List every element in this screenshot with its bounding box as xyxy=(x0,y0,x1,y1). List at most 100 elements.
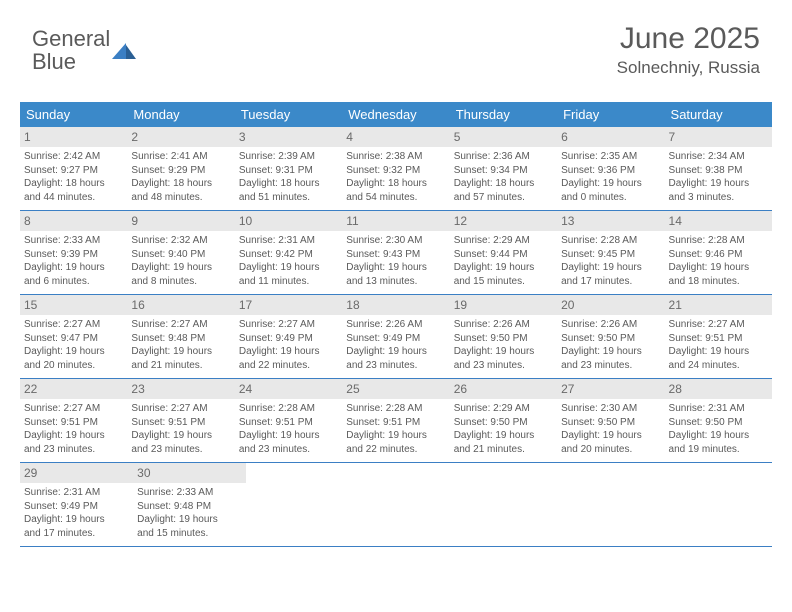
empty-cell xyxy=(246,463,351,546)
sunrise-line: Sunrise: 2:30 AM xyxy=(561,402,660,416)
sunrise-line: Sunrise: 2:28 AM xyxy=(239,402,338,416)
daylight-line-2: and 13 minutes. xyxy=(346,275,445,289)
sunset-line: Sunset: 9:45 PM xyxy=(561,248,660,262)
daylight-line-2: and 17 minutes. xyxy=(561,275,660,289)
daylight-line-2: and 57 minutes. xyxy=(454,191,553,205)
daylight-line-1: Daylight: 19 hours xyxy=(454,261,553,275)
sunset-line: Sunset: 9:38 PM xyxy=(669,164,768,178)
weekday-header-row: SundayMondayTuesdayWednesdayThursdayFrid… xyxy=(20,102,772,127)
logo-text-part2: Blue xyxy=(32,49,76,74)
daylight-line-2: and 23 minutes. xyxy=(561,359,660,373)
daylight-line-2: and 51 minutes. xyxy=(239,191,338,205)
sunset-line: Sunset: 9:51 PM xyxy=(24,416,123,430)
sunrise-line: Sunrise: 2:28 AM xyxy=(346,402,445,416)
day-cell: 1Sunrise: 2:42 AMSunset: 9:27 PMDaylight… xyxy=(20,127,127,210)
day-number: 30 xyxy=(133,463,246,483)
daylight-line-2: and 6 minutes. xyxy=(24,275,123,289)
sunrise-line: Sunrise: 2:31 AM xyxy=(239,234,338,248)
day-cell: 21Sunrise: 2:27 AMSunset: 9:51 PMDayligh… xyxy=(665,295,772,378)
day-number: 12 xyxy=(450,211,557,231)
day-cell: 10Sunrise: 2:31 AMSunset: 9:42 PMDayligh… xyxy=(235,211,342,294)
daylight-line-1: Daylight: 19 hours xyxy=(239,345,338,359)
day-number: 1 xyxy=(20,127,127,147)
day-cell: 25Sunrise: 2:28 AMSunset: 9:51 PMDayligh… xyxy=(342,379,449,462)
day-number: 6 xyxy=(557,127,664,147)
header: June 2025 Solnechniy, Russia xyxy=(617,22,760,78)
daylight-line-2: and 23 minutes. xyxy=(454,359,553,373)
sunrise-line: Sunrise: 2:29 AM xyxy=(454,234,553,248)
day-cell: 13Sunrise: 2:28 AMSunset: 9:45 PMDayligh… xyxy=(557,211,664,294)
sunset-line: Sunset: 9:48 PM xyxy=(131,332,230,346)
week-row: 22Sunrise: 2:27 AMSunset: 9:51 PMDayligh… xyxy=(20,379,772,463)
daylight-line-1: Daylight: 19 hours xyxy=(561,345,660,359)
weekday-thursday: Thursday xyxy=(450,102,557,127)
daylight-line-1: Daylight: 18 hours xyxy=(131,177,230,191)
weekday-sunday: Sunday xyxy=(20,102,127,127)
day-cell: 26Sunrise: 2:29 AMSunset: 9:50 PMDayligh… xyxy=(450,379,557,462)
sunrise-line: Sunrise: 2:34 AM xyxy=(669,150,768,164)
day-cell: 30Sunrise: 2:33 AMSunset: 9:48 PMDayligh… xyxy=(133,463,246,546)
daylight-line-1: Daylight: 19 hours xyxy=(454,429,553,443)
sunrise-line: Sunrise: 2:27 AM xyxy=(239,318,338,332)
day-cell: 6 Sunrise: 2:35 AMSunset: 9:36 PMDaylight… xyxy=(557,127,664,210)
sunset-line: Sunset: 9:50 PM xyxy=(454,332,553,346)
daylight-line-2: and 23 minutes. xyxy=(131,443,230,457)
day-cell: 12Sunrise: 2:29 AMSunset: 9:44 PMDayligh… xyxy=(450,211,557,294)
sunrise-line: Sunrise: 2:27 AM xyxy=(24,402,123,416)
location-label: Solnechniy, Russia xyxy=(617,58,760,78)
daylight-line-2: and 20 minutes. xyxy=(24,359,123,373)
day-cell: 20Sunrise: 2:26 AMSunset: 9:50 PMDayligh… xyxy=(557,295,664,378)
logo: General Blue xyxy=(32,28,136,74)
day-number: 7 xyxy=(665,127,772,147)
sunrise-line: Sunrise: 2:39 AM xyxy=(239,150,338,164)
day-number: 24 xyxy=(235,379,342,399)
day-cell: 24Sunrise: 2:28 AMSunset: 9:51 PMDayligh… xyxy=(235,379,342,462)
day-cell: 14Sunrise: 2:28 AMSunset: 9:46 PMDayligh… xyxy=(665,211,772,294)
sunrise-line: Sunrise: 2:42 AM xyxy=(24,150,123,164)
empty-cell xyxy=(562,463,667,546)
month-title: June 2025 xyxy=(617,22,760,56)
sunset-line: Sunset: 9:50 PM xyxy=(561,332,660,346)
day-cell: 11Sunrise: 2:30 AMSunset: 9:43 PMDayligh… xyxy=(342,211,449,294)
day-number: 18 xyxy=(342,295,449,315)
daylight-line-1: Daylight: 19 hours xyxy=(24,513,129,527)
sunrise-line: Sunrise: 2:33 AM xyxy=(24,234,123,248)
daylight-line-2: and 0 minutes. xyxy=(561,191,660,205)
sunset-line: Sunset: 9:46 PM xyxy=(669,248,768,262)
day-cell: 28Sunrise: 2:31 AMSunset: 9:50 PMDayligh… xyxy=(665,379,772,462)
daylight-line-1: Daylight: 19 hours xyxy=(561,177,660,191)
sunrise-line: Sunrise: 2:35 AM xyxy=(561,150,660,164)
daylight-line-1: Daylight: 19 hours xyxy=(561,261,660,275)
sunset-line: Sunset: 9:49 PM xyxy=(346,332,445,346)
sunset-line: Sunset: 9:36 PM xyxy=(561,164,660,178)
daylight-line-2: and 15 minutes. xyxy=(137,527,242,541)
sunrise-line: Sunrise: 2:28 AM xyxy=(561,234,660,248)
daylight-line-1: Daylight: 19 hours xyxy=(669,345,768,359)
sunset-line: Sunset: 9:34 PM xyxy=(454,164,553,178)
sunset-line: Sunset: 9:50 PM xyxy=(669,416,768,430)
day-number: 29 xyxy=(20,463,133,483)
day-number: 19 xyxy=(450,295,557,315)
daylight-line-2: and 18 minutes. xyxy=(669,275,768,289)
day-number: 25 xyxy=(342,379,449,399)
sunrise-line: Sunrise: 2:26 AM xyxy=(454,318,553,332)
day-cell: 5Sunrise: 2:36 AMSunset: 9:34 PMDaylight… xyxy=(450,127,557,210)
daylight-line-2: and 23 minutes. xyxy=(346,359,445,373)
sunset-line: Sunset: 9:39 PM xyxy=(24,248,123,262)
daylight-line-2: and 44 minutes. xyxy=(24,191,123,205)
daylight-line-2: and 17 minutes. xyxy=(24,527,129,541)
day-cell: 9Sunrise: 2:32 AMSunset: 9:40 PMDaylight… xyxy=(127,211,234,294)
sunset-line: Sunset: 9:48 PM xyxy=(137,500,242,514)
sunset-line: Sunset: 9:49 PM xyxy=(239,332,338,346)
daylight-line-2: and 20 minutes. xyxy=(561,443,660,457)
day-number: 8 xyxy=(20,211,127,231)
daylight-line-2: and 22 minutes. xyxy=(346,443,445,457)
sunrise-line: Sunrise: 2:27 AM xyxy=(131,318,230,332)
sunset-line: Sunset: 9:47 PM xyxy=(24,332,123,346)
day-number: 15 xyxy=(20,295,127,315)
day-number: 11 xyxy=(342,211,449,231)
sunset-line: Sunset: 9:51 PM xyxy=(346,416,445,430)
daylight-line-1: Daylight: 19 hours xyxy=(239,261,338,275)
sunset-line: Sunset: 9:51 PM xyxy=(669,332,768,346)
day-number: 21 xyxy=(665,295,772,315)
